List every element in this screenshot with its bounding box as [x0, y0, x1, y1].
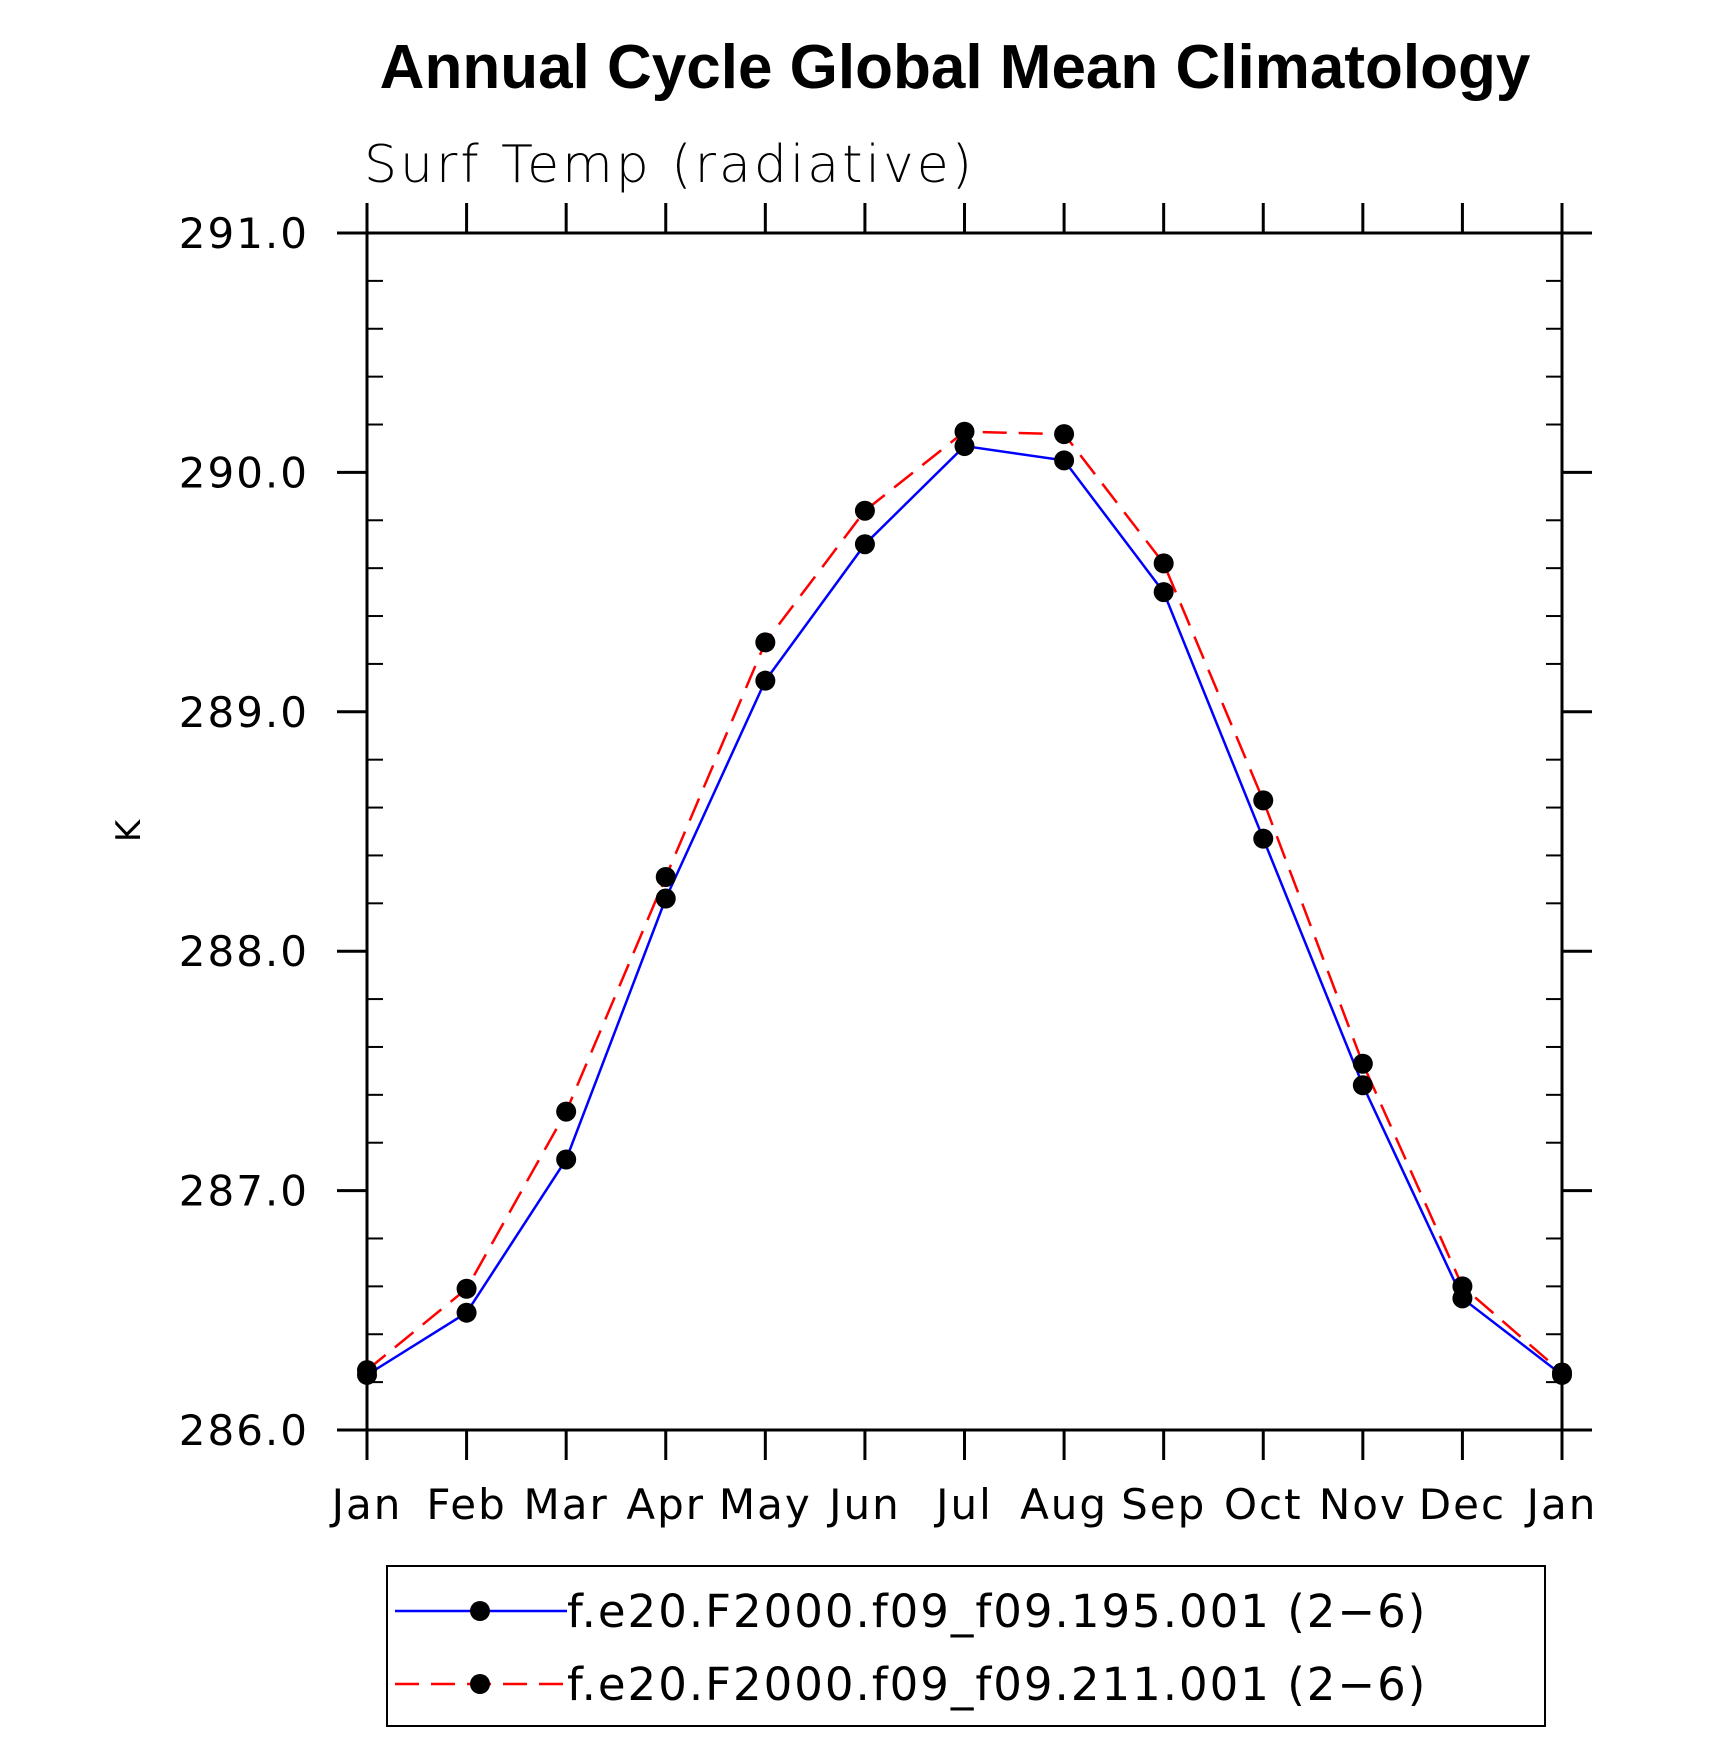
series-2-point: [1352, 1053, 1373, 1074]
series-2-point: [854, 500, 875, 521]
series-2-point: [456, 1278, 477, 1299]
legend-label-1: f.e20.F2000.f09_f09.195.001 (2−6): [567, 1585, 1427, 1638]
x-tick-label: Aug: [1020, 1480, 1108, 1529]
y-tick-label: 287.0: [179, 1167, 309, 1216]
x-tick-label: Dec: [1419, 1480, 1506, 1529]
x-tick-label: Feb: [426, 1480, 506, 1529]
x-tick-label: Jul: [933, 1480, 993, 1529]
series-2-point: [1054, 424, 1075, 445]
series-1-point: [854, 534, 875, 555]
x-tick-label: Apr: [626, 1480, 705, 1529]
x-tick-label: Jan: [1524, 1480, 1598, 1529]
x-tick-label: Jun: [826, 1480, 901, 1529]
plot-frame: [365, 231, 1564, 1432]
x-tick-label: Jan: [329, 1480, 403, 1529]
series-1-point: [954, 436, 975, 457]
y-tick-label: 288.0: [179, 927, 309, 976]
series-2-point: [1552, 1362, 1572, 1383]
legend-marker-2: [470, 1674, 490, 1694]
chart-subtitle: Surf Temp (radiative): [364, 135, 975, 195]
y-tick-label: 290.0: [179, 448, 309, 497]
plot-axes: 286.0 287.0 288.0 289.0 290.0 291.0 Jan Feb Mar A…: [109, 203, 1598, 1529]
series-1-point: [1253, 828, 1274, 849]
series-line-2: [366, 430, 1563, 1374]
series-2-point: [556, 1101, 577, 1122]
legend: f.e20.F2000.f09_f09.195.001 (2−6) f.e20.F…: [386, 1565, 1546, 1727]
series-1-point: [456, 1302, 477, 1323]
y-tick-label: 291.0: [179, 209, 309, 258]
series-2-point: [1452, 1276, 1473, 1297]
series-1-point: [755, 670, 776, 691]
x-tick-label: May: [719, 1480, 812, 1529]
x-tick-label: Mar: [524, 1480, 609, 1529]
x-tick-label: Nov: [1319, 1480, 1407, 1529]
y-tick-label: 289.0: [179, 688, 309, 737]
series-2-point: [357, 1360, 377, 1381]
series-1-point: [655, 888, 676, 909]
series-2-point: [655, 866, 676, 887]
series-2-point: [954, 421, 975, 442]
x-tick-label: Oct: [1224, 1480, 1303, 1529]
x-tick-label: Sep: [1121, 1480, 1206, 1529]
series-1-point: [1352, 1075, 1373, 1096]
series-1-point: [1054, 450, 1075, 471]
series-layer: [357, 421, 1572, 1385]
legend-marker-1: [470, 1601, 490, 1621]
series-2-point: [755, 632, 776, 653]
chart-title: Annual Cycle Global Mean Climatology: [380, 33, 1531, 102]
legend-box: [386, 1565, 1546, 1727]
series-line-1: [366, 444, 1563, 1376]
y-axis-label: K: [109, 818, 149, 842]
legend-label-2: f.e20.F2000.f09_f09.211.001 (2−6): [567, 1658, 1427, 1711]
y-tick-label: 286.0: [179, 1406, 309, 1455]
series-1-point: [1153, 582, 1174, 603]
series-2-point: [1253, 790, 1274, 811]
series-2-point: [1153, 553, 1174, 574]
series-1-point: [556, 1149, 577, 1170]
